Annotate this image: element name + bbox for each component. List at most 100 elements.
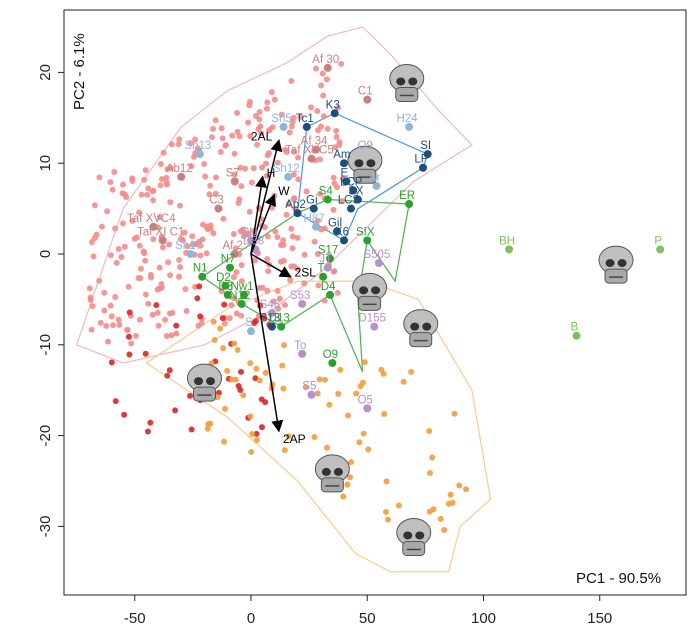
point-gorilla: [105, 338, 112, 345]
point-label: Af 2: [222, 240, 242, 252]
labeled-point: [293, 209, 302, 218]
point-pan: [211, 336, 218, 343]
point-gorilla: [156, 264, 163, 271]
point-gorilla: [101, 289, 108, 296]
point-gorilla: [176, 273, 183, 280]
point-gorilla: [137, 275, 144, 282]
labeled-point: [374, 259, 383, 268]
point-gorilla: [133, 332, 140, 339]
point-gorilla_dark: [112, 398, 119, 405]
point-gorilla: [201, 160, 208, 167]
point-gorilla: [318, 82, 325, 89]
point-gorilla: [177, 264, 184, 271]
point-gorilla: [283, 149, 290, 156]
skull-icon: [187, 363, 222, 402]
point-gorilla: [212, 190, 219, 197]
point-pan: [426, 427, 433, 434]
point-gorilla: [291, 148, 298, 155]
point-gorilla: [142, 291, 149, 298]
point-gorilla: [197, 252, 204, 259]
labeled-point: [333, 227, 342, 236]
point-gorilla: [167, 165, 174, 172]
arrow-w: [250, 193, 276, 255]
point-gorilla: [107, 252, 114, 259]
point-gorilla: [149, 311, 156, 318]
point-label: H87: [304, 213, 325, 225]
point-gorilla: [297, 114, 304, 121]
point-label: P: [654, 235, 662, 247]
point-gorilla: [246, 208, 253, 215]
labeled-point: [323, 63, 332, 72]
point-label: D2: [216, 272, 231, 284]
point-gorilla: [287, 277, 294, 284]
skull-icon: [314, 454, 350, 493]
point-pan: [316, 376, 323, 383]
point-gorilla: [334, 289, 341, 296]
point-gorilla_dark: [219, 315, 226, 322]
point-gorilla: [199, 236, 206, 243]
point-gorilla: [197, 242, 204, 249]
point-pan: [383, 478, 390, 485]
point-pan: [335, 390, 342, 397]
x-tick-label: 0: [247, 610, 255, 627]
point-gorilla: [138, 191, 145, 198]
point-gorilla_dark: [153, 302, 160, 309]
point-gorilla_dark: [194, 295, 201, 302]
point-gorilla: [271, 96, 278, 103]
point-pan: [395, 502, 402, 509]
point-pan: [348, 459, 355, 466]
point-label: K6: [335, 226, 349, 238]
point-gorilla: [245, 119, 252, 126]
point-gorilla_dark: [164, 372, 171, 379]
point-gorilla_dark: [251, 320, 258, 327]
loading-arrows: 2AL HW 2SL 2AP: [250, 130, 316, 446]
point-label: T: [318, 263, 325, 275]
point-gorilla: [330, 174, 337, 181]
point-gorilla: [123, 193, 130, 200]
point-pan: [359, 379, 366, 386]
point-gorilla: [283, 211, 290, 218]
point-gorilla: [265, 268, 272, 275]
point-gorilla: [323, 76, 330, 83]
point-gorilla: [202, 173, 209, 180]
point-gorilla: [335, 104, 342, 111]
point-gorilla: [263, 160, 270, 167]
point-gorilla: [167, 199, 174, 206]
point-label: Af 34: [301, 136, 328, 148]
point-gorilla: [250, 165, 257, 172]
labeled-point: [298, 299, 307, 308]
point-pan: [314, 390, 321, 397]
point-gorilla: [270, 298, 277, 305]
point-gorilla: [321, 297, 328, 304]
point-gorilla: [136, 316, 143, 323]
point-gorilla: [136, 242, 143, 249]
labeled-point: [277, 322, 286, 331]
point-gorilla: [274, 288, 281, 295]
point-gorilla: [238, 278, 245, 285]
labeled-point: [346, 204, 355, 213]
point-gorilla_dark: [187, 392, 194, 399]
point-gorilla: [290, 171, 297, 178]
point-gorilla: [91, 202, 98, 209]
point-pan: [214, 394, 221, 401]
point-label: C1: [358, 86, 373, 98]
skull-icon: [598, 245, 634, 284]
point-pan: [247, 360, 254, 367]
point-pan: [210, 318, 217, 325]
point-gorilla: [112, 294, 119, 301]
y-tick-label: 0: [37, 250, 54, 258]
point-gorilla: [295, 176, 302, 183]
point-gorilla: [269, 124, 276, 131]
point-gorilla: [198, 320, 205, 327]
y-tick-label: -10: [37, 334, 54, 356]
point-gorilla_dark: [221, 301, 228, 308]
point-label: Taf XVC5: [285, 145, 334, 157]
y-tick-label: -30: [37, 516, 54, 538]
point-label: BH: [499, 235, 515, 247]
point-gorilla: [218, 125, 225, 132]
point-gorilla: [150, 236, 157, 243]
point-pan: [344, 481, 351, 488]
point-pan: [253, 365, 260, 372]
x-tick-label: 50: [359, 610, 376, 627]
